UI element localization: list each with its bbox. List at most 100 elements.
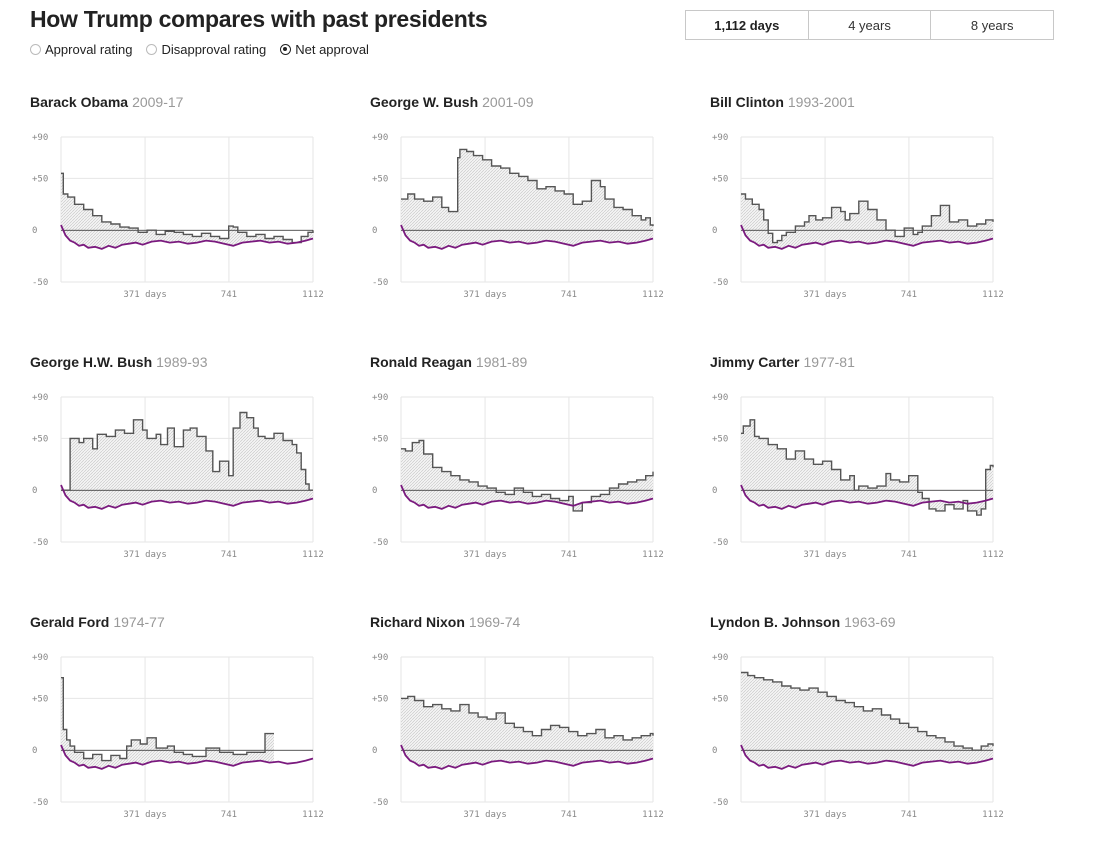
y-tick-label: -50 bbox=[712, 538, 728, 548]
x-tick-label: 1112 bbox=[982, 550, 1004, 560]
net-approval-chart: +90 +50 0 -50 371 days 741 1112 bbox=[372, 393, 664, 560]
y-tick-label: +50 bbox=[32, 174, 48, 184]
x-tick-label: 1112 bbox=[642, 550, 664, 560]
toggle-8-years[interactable]: 8 years bbox=[931, 11, 1054, 39]
y-tick-label: +90 bbox=[32, 133, 48, 143]
president-years: 2009-17 bbox=[132, 94, 184, 110]
y-tick-label: 0 bbox=[32, 226, 37, 236]
net-approval-chart: +90 +50 0 -50 371 days 741 1112 bbox=[712, 653, 1004, 820]
y-tick-label: -50 bbox=[32, 278, 48, 288]
y-tick-label: 0 bbox=[32, 746, 37, 756]
timespan-toggle: 1,112 days 4 years 8 years bbox=[685, 10, 1054, 40]
x-tick-label: 1112 bbox=[982, 290, 1004, 300]
difference-area bbox=[401, 696, 653, 769]
y-tick-label: +90 bbox=[712, 133, 728, 143]
trump-net-approval-line bbox=[60, 224, 314, 250]
x-tick-label: 741 bbox=[901, 810, 917, 820]
panel-title: Lyndon B. Johnson 1963-69 bbox=[710, 614, 896, 630]
panel-title: Richard Nixon 1969-74 bbox=[370, 614, 520, 630]
net-approval-chart: +90 +50 0 -50 371 days 741 1112 bbox=[712, 133, 1004, 300]
net-approval-chart: +90 +50 0 -50 371 days 741 1112 bbox=[712, 393, 1004, 560]
president-net-approval-line bbox=[61, 411, 313, 491]
x-tick-label: 371 days bbox=[123, 290, 166, 300]
president-name: Jimmy Carter bbox=[710, 354, 800, 370]
x-tick-label: 371 days bbox=[463, 290, 506, 300]
difference-area bbox=[61, 677, 274, 769]
y-tick-label: -50 bbox=[372, 278, 388, 288]
y-tick-label: +90 bbox=[372, 653, 388, 663]
difference-area bbox=[401, 440, 653, 511]
president-panel: Bill Clinton 1993-2001 +90 +50 0 -50 371 days 7… bbox=[710, 94, 1040, 314]
y-tick-label: 0 bbox=[372, 486, 377, 496]
radio-button-checked-icon[interactable] bbox=[280, 44, 292, 55]
y-tick-label: 0 bbox=[712, 746, 717, 756]
president-years: 1974-77 bbox=[113, 614, 165, 630]
radio-button-icon[interactable] bbox=[30, 44, 41, 55]
president-name: George H.W. Bush bbox=[30, 354, 153, 370]
president-net-approval-line bbox=[741, 193, 994, 244]
president-name: Gerald Ford bbox=[30, 614, 110, 630]
y-tick-label: 0 bbox=[372, 226, 377, 236]
president-net-approval-line bbox=[741, 419, 994, 516]
president-net-approval-line bbox=[401, 439, 654, 512]
x-tick-label: 741 bbox=[901, 550, 917, 560]
y-tick-label: +90 bbox=[372, 393, 388, 403]
panel-title: Gerald Ford 1974-77 bbox=[30, 614, 165, 630]
x-tick-label: 1112 bbox=[982, 810, 1004, 820]
president-years: 1977-81 bbox=[803, 354, 855, 370]
radio-net-approval[interactable]: Net approval bbox=[280, 42, 369, 57]
y-tick-label: +50 bbox=[32, 694, 48, 704]
y-tick-label: +50 bbox=[712, 174, 728, 184]
y-tick-label: +90 bbox=[32, 653, 48, 663]
president-panel: Barack Obama 2009-17 +90 +50 0 -50 371 days 741… bbox=[30, 94, 360, 314]
president-name: Richard Nixon bbox=[370, 614, 465, 630]
y-tick-label: 0 bbox=[32, 486, 37, 496]
trump-net-approval-line bbox=[740, 484, 994, 510]
radio-label: Net approval bbox=[295, 42, 369, 57]
difference-area bbox=[741, 672, 993, 769]
president-net-approval-line bbox=[61, 172, 314, 244]
president-name: Lyndon B. Johnson bbox=[710, 614, 841, 630]
y-tick-label: 0 bbox=[712, 486, 717, 496]
y-tick-label: -50 bbox=[372, 538, 388, 548]
president-name: Barack Obama bbox=[30, 94, 129, 110]
president-years: 1969-74 bbox=[468, 614, 521, 630]
president-years: 1989-93 bbox=[156, 354, 208, 370]
trump-net-approval-line bbox=[400, 484, 654, 510]
y-tick-label: -50 bbox=[32, 538, 48, 548]
y-tick-label: +90 bbox=[32, 393, 48, 403]
y-tick-label: +50 bbox=[372, 434, 388, 444]
president-panel: Lyndon B. Johnson 1963-69 +90 +50 0 -50 371 da… bbox=[710, 614, 1040, 834]
trump-net-approval-line bbox=[60, 744, 314, 770]
y-tick-label: -50 bbox=[712, 798, 728, 808]
president-net-approval-line bbox=[61, 677, 274, 762]
difference-area bbox=[61, 412, 313, 509]
president-years: 2001-09 bbox=[482, 94, 534, 110]
radio-label: Approval rating bbox=[45, 42, 133, 57]
toggle-1112-days[interactable]: 1,112 days bbox=[686, 11, 809, 39]
y-tick-label: 0 bbox=[712, 226, 717, 236]
x-tick-label: 741 bbox=[221, 550, 237, 560]
radio-button-icon[interactable] bbox=[146, 44, 158, 55]
president-panel: Jimmy Carter 1977-81 +90 +50 0 -50 371 days 741… bbox=[710, 354, 1040, 574]
panel-title: Bill Clinton 1993-2001 bbox=[710, 94, 855, 110]
y-tick-label: +90 bbox=[372, 133, 388, 143]
y-tick-label: +50 bbox=[712, 434, 728, 444]
x-tick-label: 741 bbox=[561, 550, 577, 560]
x-tick-label: 1112 bbox=[642, 810, 664, 820]
metric-radio-group: Approval rating Disapproval rating Net a… bbox=[30, 42, 383, 57]
x-tick-label: 1112 bbox=[302, 810, 324, 820]
toggle-4-years[interactable]: 4 years bbox=[808, 11, 932, 39]
president-panel: George H.W. Bush 1989-93 +90 +50 0 -50 371 day… bbox=[30, 354, 360, 574]
difference-area bbox=[401, 149, 653, 249]
radio-approval[interactable]: Approval rating bbox=[30, 42, 132, 57]
panel-title: Jimmy Carter 1977-81 bbox=[710, 354, 855, 370]
radio-disapproval[interactable]: Disapproval rating bbox=[146, 42, 266, 57]
trump-net-approval-line bbox=[60, 484, 314, 510]
president-years: 1981-89 bbox=[475, 354, 528, 370]
x-tick-label: 1112 bbox=[302, 550, 324, 560]
trump-net-approval-line bbox=[400, 744, 654, 770]
y-tick-label: -50 bbox=[372, 798, 388, 808]
x-tick-label: 371 days bbox=[803, 810, 846, 820]
x-tick-label: 371 days bbox=[123, 810, 166, 820]
